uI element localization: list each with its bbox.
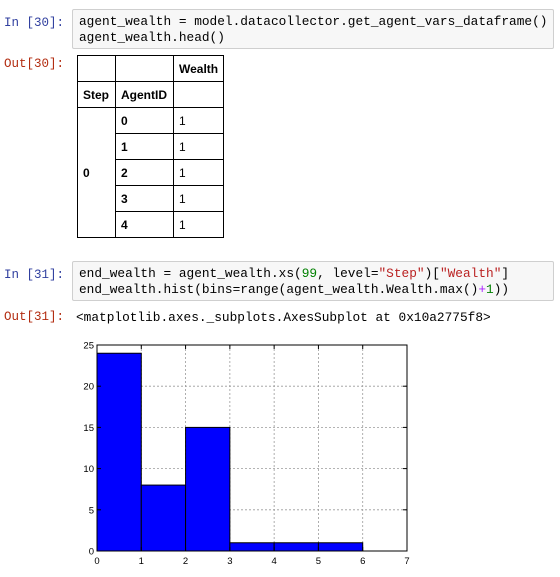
index-name-step: Step (78, 82, 116, 108)
agent-id-cell: 2 (116, 160, 174, 186)
output-prompt-30: Out[30]: (4, 57, 68, 71)
output-repr-text: <matplotlib.axes._subplots.AxesSubplot a… (76, 310, 491, 325)
code-line: end_wealth = agent_wealth.xs(99, level="… (79, 266, 547, 282)
y-tick-label: 20 (83, 382, 94, 393)
x-tick-label: 1 (139, 556, 144, 567)
histogram-chart: 0 1 2 3 4 5 6 7 0 5 10 15 20 25 (70, 336, 420, 571)
code-cell-30[interactable]: agent_wealth = model.datacollector.get_a… (72, 9, 554, 49)
histogram-bar (97, 353, 141, 551)
index-name-agentid: AgentID (116, 82, 174, 108)
table-row: 0 0 1 (78, 108, 224, 134)
y-tick-label: 15 (83, 423, 94, 434)
x-tick-label: 5 (316, 556, 321, 567)
histogram-bar (186, 427, 230, 551)
y-tick-label: 0 (89, 547, 94, 558)
input-prompt-30: In [30]: (4, 16, 68, 30)
x-tick-label: 7 (404, 556, 409, 567)
x-tick-label: 4 (271, 556, 276, 567)
wealth-cell: 1 (174, 108, 224, 134)
wealth-cell: 1 (174, 186, 224, 212)
histogram-bar (230, 543, 274, 551)
agent-id-cell: 3 (116, 186, 174, 212)
agent-id-cell: 4 (116, 212, 174, 238)
empty-header-cell (78, 56, 116, 82)
code-cell-31[interactable]: end_wealth = agent_wealth.xs(99, level="… (72, 261, 554, 301)
histogram-bar (318, 543, 362, 551)
code-line: agent_wealth.head() (79, 30, 547, 46)
x-tick-label: 2 (183, 556, 188, 567)
code-line: end_wealth.hist(bins=range(agent_wealth.… (79, 282, 547, 298)
agent-id-cell: 0 (116, 108, 174, 134)
y-tick-label: 5 (89, 505, 94, 516)
wealth-cell: 1 (174, 160, 224, 186)
histogram-bar (274, 543, 318, 551)
code-line: agent_wealth = model.datacollector.get_a… (79, 14, 547, 30)
y-tick-label: 25 (83, 341, 94, 352)
wealth-cell: 1 (174, 134, 224, 160)
x-tick-label: 0 (94, 556, 99, 567)
empty-header-cell (116, 56, 174, 82)
empty-cell (174, 82, 224, 108)
input-prompt-31: In [31]: (4, 268, 68, 282)
y-tick-label: 10 (83, 464, 94, 475)
histogram-bar (141, 485, 185, 551)
output-prompt-31: Out[31]: (4, 310, 68, 324)
wealth-cell: 1 (174, 212, 224, 238)
column-header-wealth: Wealth (174, 56, 224, 82)
agent-id-cell: 1 (116, 134, 174, 160)
x-tick-label: 6 (360, 556, 365, 567)
dataframe-table: Wealth Step AgentID 0 0 1 1 1 2 1 3 1 4 … (77, 55, 224, 238)
step-index-value: 0 (78, 108, 116, 238)
x-tick-label: 3 (227, 556, 232, 567)
